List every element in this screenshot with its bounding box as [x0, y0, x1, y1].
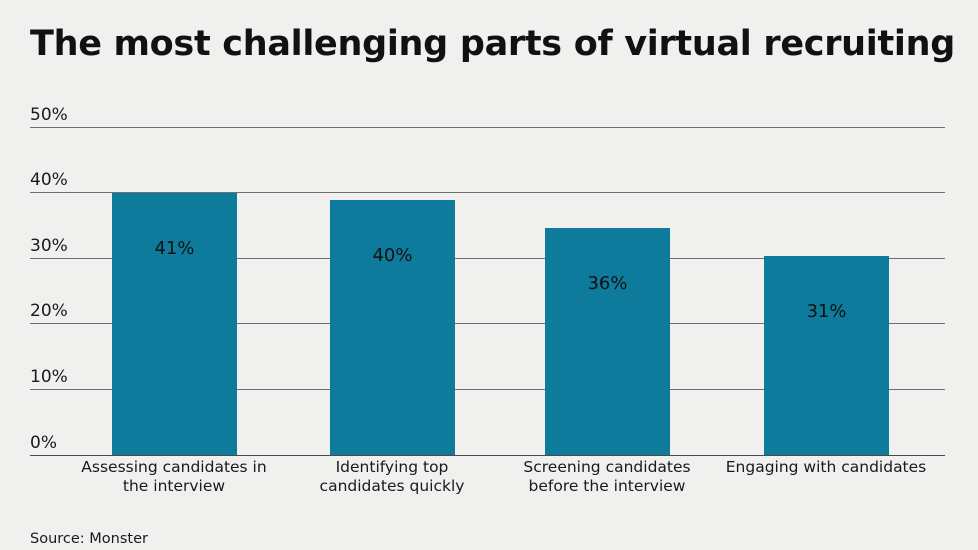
bar-group-4[interactable]: 31% — [764, 256, 889, 455]
bar-identifying-top-candidates[interactable] — [330, 200, 455, 455]
bar-value-label-3: 36% — [587, 273, 628, 294]
category-label-4: Engaging with candidates — [716, 458, 936, 477]
ytick-label-40: 40% — [30, 170, 68, 190]
ytick-label-10: 10% — [30, 367, 68, 387]
gridline-50 — [30, 127, 945, 128]
bar-group-3[interactable]: 36% — [545, 228, 670, 455]
bar-assessing-candidates[interactable] — [112, 193, 237, 455]
category-label-2-line-1: Identifying top — [335, 458, 449, 476]
category-labels: Assessing candidates in the interview Id… — [30, 458, 945, 508]
ytick-label-30: 30% — [30, 236, 68, 256]
bar-screening-candidates[interactable] — [545, 228, 670, 455]
plot-area: 50% 40% 30% 20% 10% 0% 41% 40% 36% — [30, 106, 945, 456]
source-note: Source: Monster — [30, 531, 148, 547]
category-label-3: Screening candidates before the intervie… — [497, 458, 717, 496]
ytick-label-20: 20% — [30, 301, 68, 321]
category-label-4-line-1: Engaging with candidates — [725, 458, 927, 476]
gridline-20 — [30, 323, 945, 324]
bars-layer: 41% 40% 36% 31% — [30, 120, 945, 456]
category-label-2-line-2: candidates quickly — [319, 477, 465, 495]
chart-title: The most challenging parts of virtual re… — [30, 24, 955, 64]
ytick-label-0: 0% — [30, 433, 57, 453]
category-label-2: Identifying top candidates quickly — [282, 458, 502, 496]
category-label-1: Assessing candidates in the interview — [64, 458, 284, 496]
ytick-label-50: 50% — [30, 105, 68, 125]
category-label-1-line-2: the interview — [122, 477, 226, 495]
category-label-3-line-2: before the interview — [528, 477, 686, 495]
category-label-3-line-1: Screening candidates — [523, 458, 691, 476]
bar-value-label-2: 40% — [372, 245, 413, 266]
gridline-30 — [30, 258, 945, 259]
gridline-10 — [30, 389, 945, 390]
category-label-1-line-1: Assessing candidates in — [81, 458, 267, 476]
bar-group-1[interactable]: 41% — [112, 193, 237, 455]
gridline-40 — [30, 192, 945, 193]
axis-baseline — [30, 455, 945, 456]
bar-engaging-with-candidates[interactable] — [764, 256, 889, 455]
bar-group-2[interactable]: 40% — [330, 200, 455, 455]
bar-value-label-4: 31% — [806, 301, 847, 322]
bar-value-label-1: 41% — [154, 238, 195, 259]
